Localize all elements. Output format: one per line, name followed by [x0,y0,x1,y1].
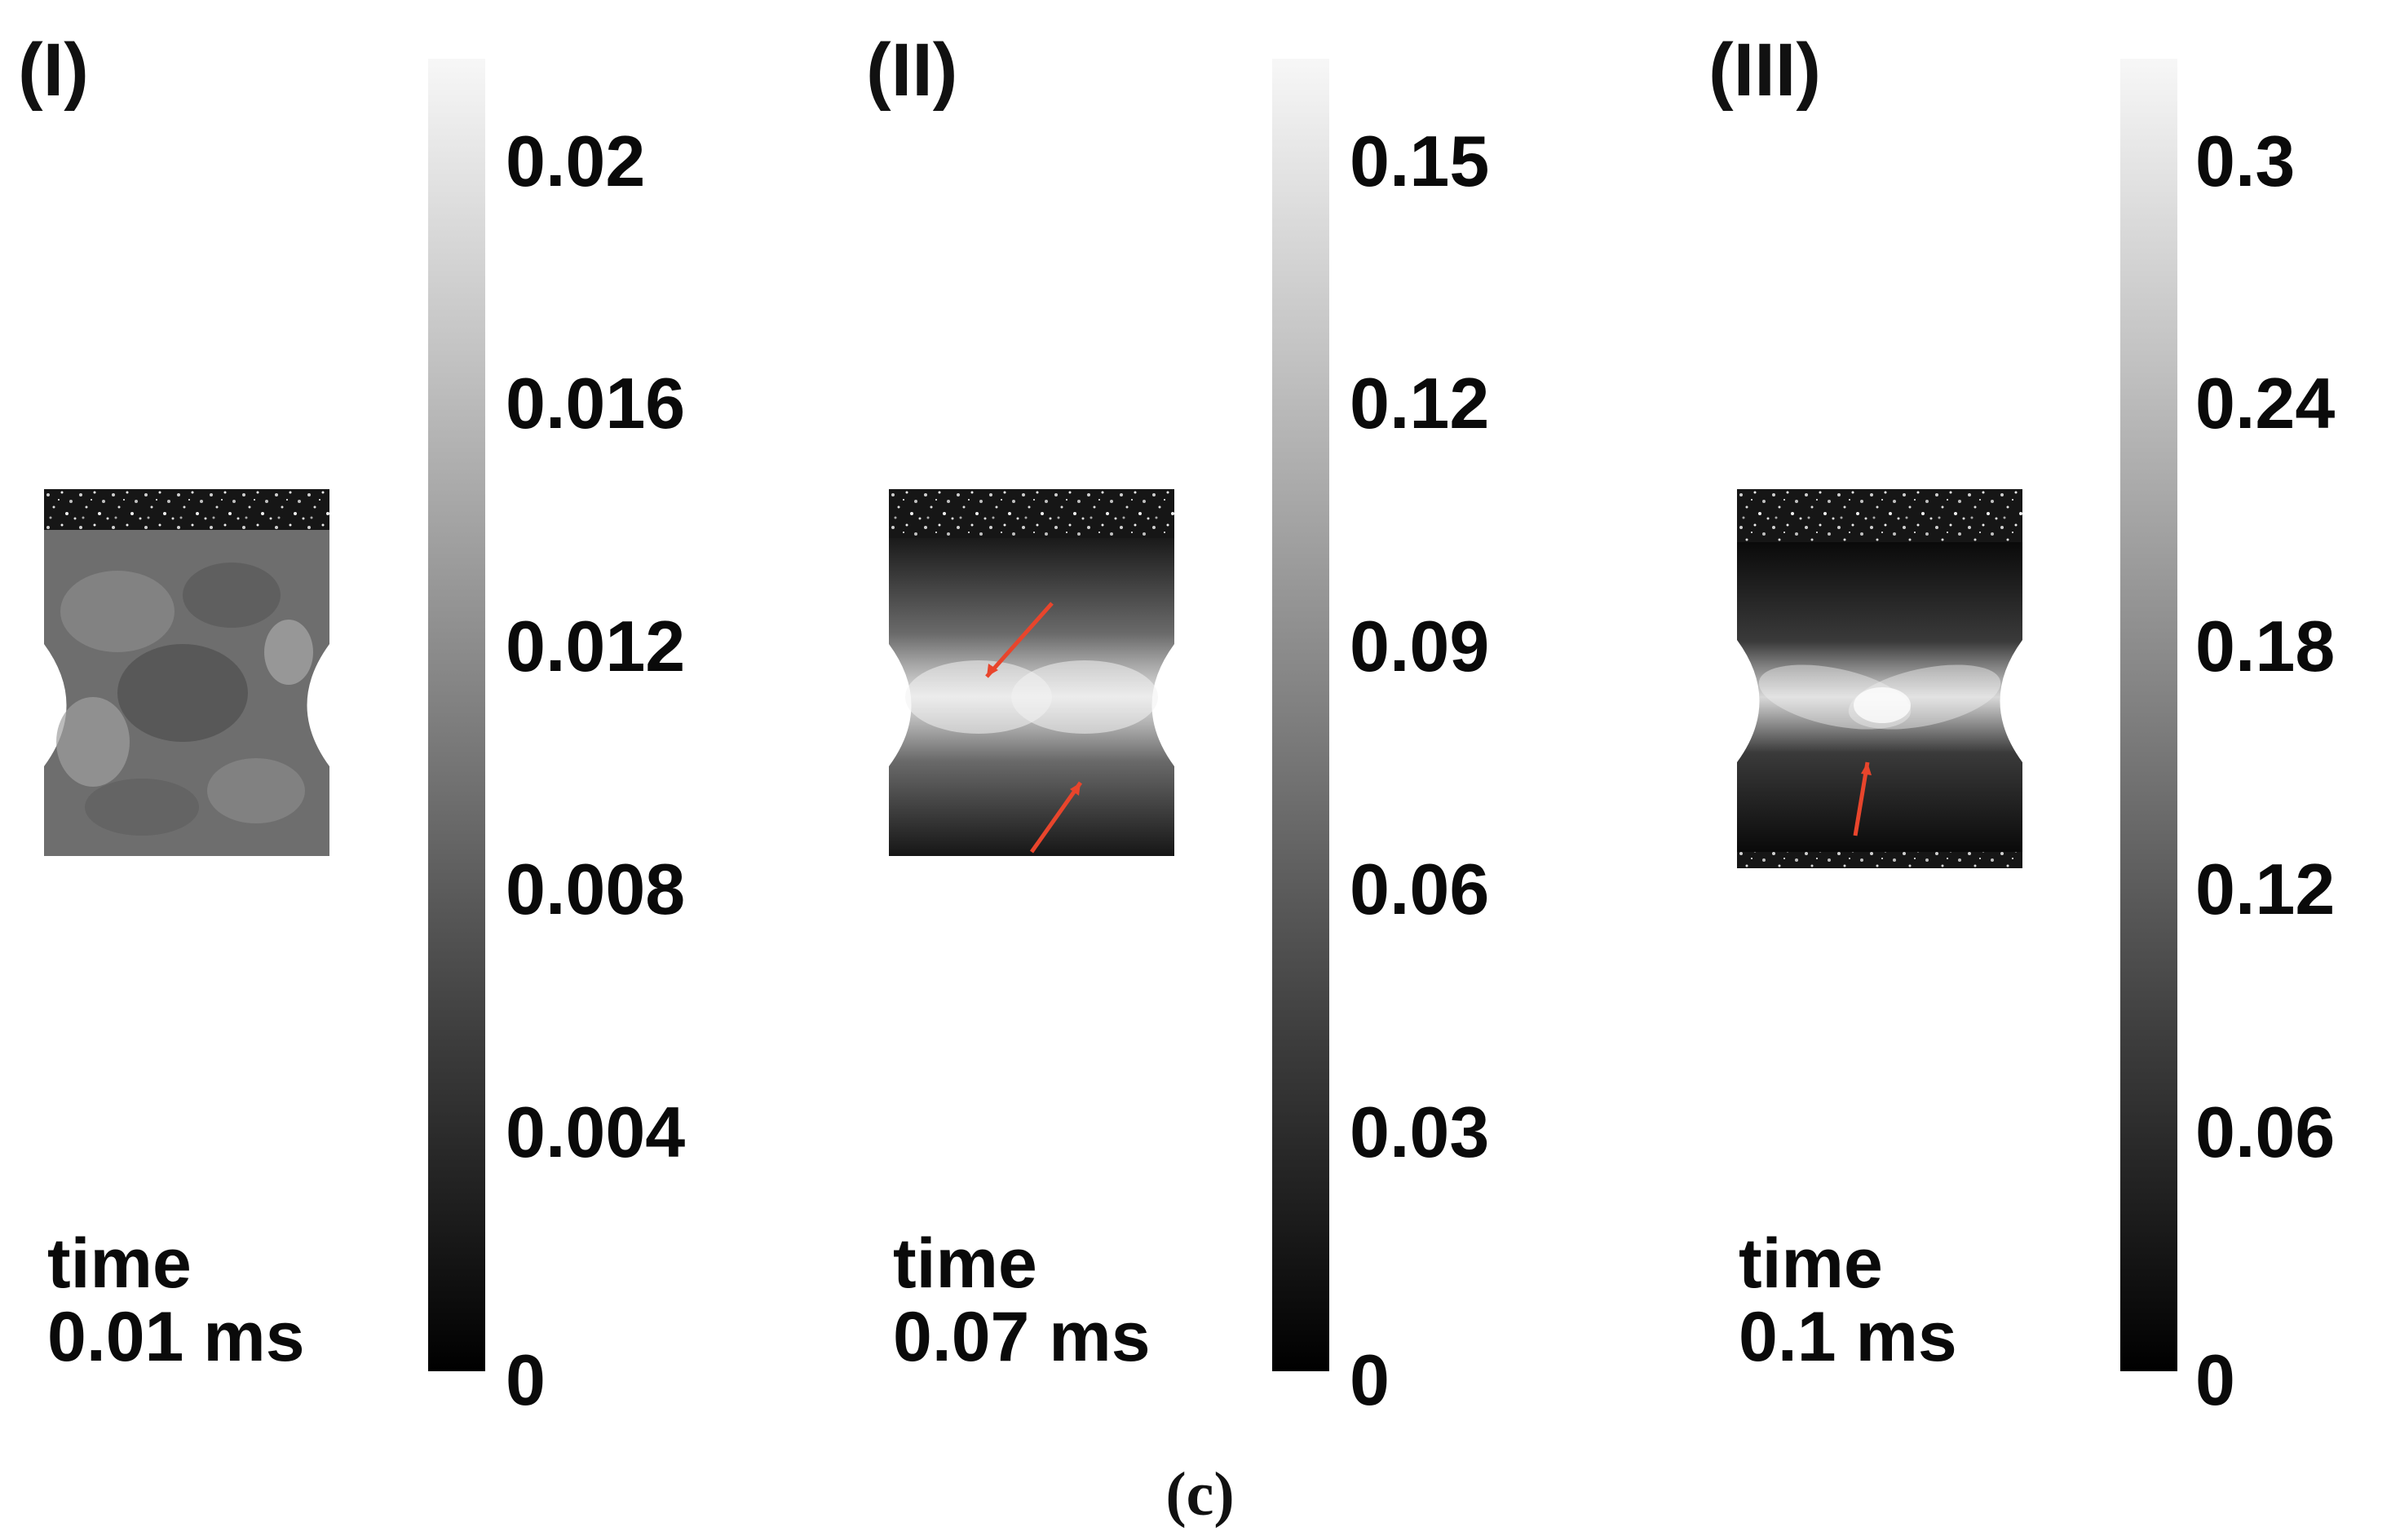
colorbar [428,59,485,1371]
panel-2: (II) 0.15 0.12 0.09 0.06 0.03 0 time 0.0… [848,0,1647,1451]
colorbar-tick: 0 [1350,1339,1390,1420]
panel-label: (III) [1708,29,1821,112]
time-value: 0.01 ms [47,1298,305,1377]
colorbar-tick: 0.24 [2195,363,2336,443]
time-word: time [1739,1224,1883,1303]
figure-caption: (c) [1165,1460,1235,1529]
panel-label: (I) [18,29,89,112]
time-label: time 0.01 ms [47,1227,305,1375]
arrow-icon [985,602,1054,678]
colorbar-tick: 0.016 [506,363,686,443]
time-value: 0.07 ms [893,1298,1151,1377]
colorbar-tick: 0.3 [2195,121,2296,201]
specimen-strain-map [1737,489,2022,868]
colorbar-tick: 0.02 [506,121,646,201]
colorbar-tick: 0.15 [1350,121,1490,201]
colorbar [2120,59,2177,1371]
time-label: time 0.1 ms [1739,1227,1957,1375]
colorbar-tick: 0.06 [2195,1092,2336,1172]
colorbar-tick: 0.012 [506,606,686,686]
arrow-icon [1853,761,1870,836]
specimen-strain-map [889,489,1174,856]
arrow-icon [1029,781,1083,854]
colorbar-tick: 0.12 [1350,363,1490,443]
colorbar-tick: 0 [2195,1339,2235,1420]
colorbar-tick: 0.18 [2195,606,2336,686]
time-label: time 0.07 ms [893,1227,1151,1375]
colorbar-tick: 0.008 [506,849,686,929]
colorbar [1272,59,1329,1371]
colorbar-tick: 0.12 [2195,849,2336,929]
panel-3: (III) 0.3 0.24 0.18 0.12 0.06 0 time 0.1… [1696,0,2400,1451]
colorbar-tick: 0.004 [506,1092,686,1172]
time-word: time [893,1224,1037,1303]
colorbar-tick: 0.06 [1350,849,1490,929]
time-value: 0.1 ms [1739,1298,1957,1377]
colorbar-tick: 0.03 [1350,1092,1490,1172]
colorbar-tick: 0.09 [1350,606,1490,686]
specimen-strain-map [44,489,329,856]
colorbar-tick: 0 [506,1339,546,1420]
panel-label: (II) [866,29,958,112]
panel-1: (I) 0.02 0.016 0.012 0.008 0.004 0 time … [0,0,799,1451]
time-word: time [47,1224,192,1303]
